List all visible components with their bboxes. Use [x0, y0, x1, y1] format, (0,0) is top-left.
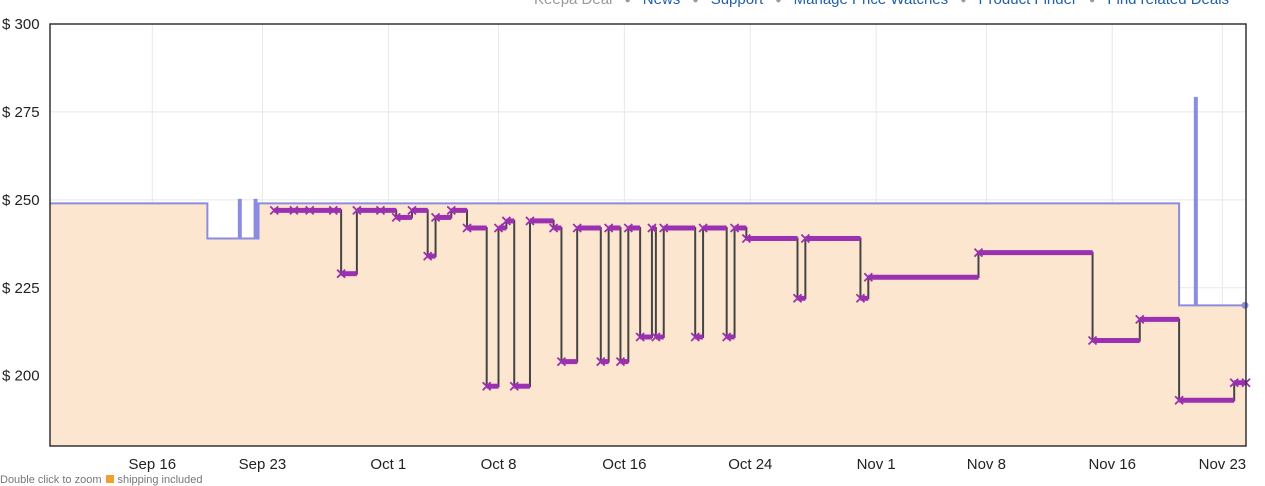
y-tick-label: $ 275	[2, 104, 40, 121]
new-price-marker	[375, 205, 386, 216]
new-price-marker	[741, 233, 751, 244]
new-price-marker	[501, 216, 512, 226]
new-price-marker	[863, 272, 873, 282]
new-price-marker	[328, 205, 338, 216]
amazon-price-series	[50, 96, 1249, 446]
footnote-text: Double click to zoom	[0, 474, 102, 486]
new-price-marker	[1087, 335, 1098, 346]
new-price-marker	[973, 247, 984, 258]
nav-separator-icon: ●	[960, 0, 967, 6]
new-price-marker	[722, 332, 732, 342]
nav-product-finder[interactable]: Product Finder	[979, 0, 1077, 8]
new-price-marker	[596, 356, 606, 367]
top-nav: Keepa Deal ● News ● Support ● Manage Pri…	[530, 0, 1233, 8]
new-price-marker	[855, 293, 866, 303]
axes: $ 200 $ 225 $ 250 $ 275 $ 300 Sep 16 Sep 23 Oct…	[2, 16, 1247, 472]
new-price-marker	[289, 205, 299, 216]
new-price-marker	[635, 332, 645, 342]
new-price-marker	[615, 356, 626, 367]
new-price-marker	[1135, 314, 1145, 325]
new-price-marker	[1174, 395, 1184, 405]
new-price-marker	[352, 205, 362, 216]
new-price-marker	[604, 223, 614, 233]
x-tick-label: Oct 8	[481, 456, 517, 472]
new-price-marker	[269, 205, 279, 216]
new-price-marker	[556, 356, 567, 367]
amazon-price-endpoint	[1241, 301, 1249, 309]
x-tick-label: Oct 16	[602, 456, 646, 472]
x-tick-label: Oct 24	[728, 456, 772, 472]
new-price-marker	[647, 223, 657, 233]
shipping-swatch-icon	[105, 475, 114, 483]
new-price-marker	[572, 223, 582, 233]
new-price-marker	[1229, 378, 1239, 388]
new-price-marker	[525, 216, 535, 226]
new-price-marker	[698, 223, 708, 233]
y-tick-label: $ 300	[2, 16, 40, 33]
new-price-marker	[305, 205, 315, 216]
new-price-marker	[548, 223, 559, 233]
new-price-marker	[509, 381, 519, 391]
nav-separator-icon: ●	[1089, 0, 1096, 6]
new-price-marker	[336, 269, 346, 279]
new-price-marker	[623, 223, 633, 233]
new-price-marker	[729, 223, 740, 233]
new-price-marker	[407, 205, 417, 216]
nav-manage-price-watches[interactable]: Manage Price Watches	[794, 0, 949, 8]
nav-separator-icon: ●	[692, 0, 699, 6]
new-price-marker	[482, 381, 492, 391]
new-price-marker	[430, 212, 441, 223]
new-price-marker	[792, 293, 803, 303]
y-tick-label: $ 250	[2, 192, 40, 209]
new-price-marker	[423, 251, 433, 261]
nav-news[interactable]: News	[643, 0, 681, 8]
y-tick-label: $ 200	[2, 368, 40, 385]
new-price-marker	[690, 332, 700, 342]
x-tick-label: Nov 8	[967, 456, 1006, 472]
new-price-marker	[493, 223, 504, 233]
footnote-shipping-text: shipping included	[117, 474, 203, 486]
amazon-price-line	[50, 96, 1246, 307]
new-price-series	[269, 205, 1251, 405]
new-price-marker	[800, 233, 811, 244]
amazon-price-area	[50, 97, 1246, 446]
x-tick-label: Sep 16	[129, 456, 177, 472]
x-tick-label: Nov 23	[1199, 456, 1247, 472]
chart-footnote: Double click to zoom shipping included	[0, 474, 203, 486]
plot-frame	[49, 23, 1247, 447]
x-tick-label: Sep 23	[239, 456, 287, 472]
y-tick-label: $ 225	[2, 280, 40, 297]
x-tick-label: Oct 1	[370, 456, 406, 472]
nav-keepa-deal[interactable]: Keepa Deal	[534, 0, 612, 8]
new-price-marker	[651, 332, 661, 342]
x-tick-label: Nov 1	[857, 456, 896, 472]
nav-separator-icon: ●	[624, 0, 631, 6]
price-history-chart[interactable]: $ 200 $ 225 $ 250 $ 275 $ 300 Sep 16 Sep 23 Oct…	[0, 0, 1265, 472]
new-price-marker	[462, 223, 472, 233]
nav-separator-icon: ●	[775, 0, 782, 6]
new-price-marker	[446, 205, 456, 216]
new-price-marker	[391, 212, 401, 223]
x-tick-label: Nov 16	[1088, 456, 1136, 472]
new-price-marker	[659, 223, 669, 233]
nav-find-related-deals[interactable]: Find related Deals	[1107, 0, 1229, 8]
nav-support[interactable]: Support	[711, 0, 764, 8]
